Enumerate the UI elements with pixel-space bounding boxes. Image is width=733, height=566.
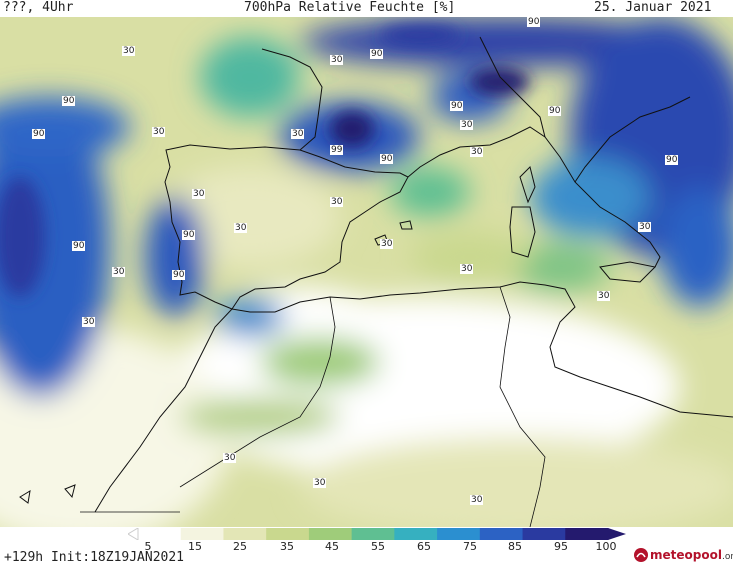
- colorbar-cell: [180, 528, 224, 540]
- isoline-label: 90: [72, 241, 86, 251]
- isoline-label: 30: [223, 453, 237, 463]
- isoline-label: 90: [370, 49, 384, 59]
- isoline-label: 90: [548, 106, 562, 116]
- isoline-label: 30: [470, 147, 484, 157]
- colorbar-tick-label: 45: [325, 540, 339, 553]
- colorbar-cell: [308, 528, 353, 540]
- isoline-label: 90: [182, 230, 196, 240]
- colorbar-tick-label: 65: [417, 540, 431, 553]
- isoline-label: 30: [192, 189, 206, 199]
- colorbar-min-arrow: [128, 528, 139, 540]
- isoline-label: 30: [291, 129, 305, 139]
- model-run-info: +129h Init:18Z19JAN2021: [4, 550, 185, 565]
- colorbar-cell: [565, 528, 609, 540]
- colorbar-cell: [266, 528, 310, 540]
- isoline-label: 30: [112, 267, 126, 277]
- colorbar-cell: [394, 528, 438, 540]
- isoline-label: 30: [122, 46, 136, 56]
- isoline-label: 90: [665, 155, 679, 165]
- colorbar-cell: [479, 528, 524, 540]
- colorbar: [128, 528, 626, 540]
- map-title: 700hPa Relative Feuchte [%]: [244, 0, 456, 15]
- isoline-label: 30: [152, 127, 166, 137]
- meteopool-logo-icon[interactable]: [633, 546, 729, 564]
- humidity-map: [0, 17, 733, 527]
- isoline-label: 90: [172, 270, 186, 280]
- colorbar-tick-label: 75: [463, 540, 477, 553]
- colorbar-cell: [437, 528, 481, 540]
- colorbar-cell: [223, 528, 267, 540]
- isoline-label: 30: [470, 495, 484, 505]
- colorbar-cell: [351, 528, 395, 540]
- isoline-label: 30: [460, 120, 474, 130]
- colorbar-tick-label: 5: [144, 540, 152, 553]
- isoline-label: 90: [527, 17, 541, 27]
- colorbar-tick-label: 35: [280, 540, 294, 553]
- isoline-label: 30: [460, 264, 474, 274]
- isoline-label: 30: [638, 222, 652, 232]
- coastlines: [19, 36, 733, 527]
- isoline-label: 90: [62, 96, 76, 106]
- isoline-label: 30: [234, 223, 248, 233]
- header-time-label: ???, 4Uhr: [3, 0, 74, 15]
- colorbar-tick-label: 25: [233, 540, 247, 553]
- humidity-field: [0, 17, 733, 527]
- colorbar-tick-label: 55: [371, 540, 385, 553]
- isoline-label: 90: [450, 101, 464, 111]
- isoline-label: 90: [32, 129, 46, 139]
- colorbar-cell: [522, 528, 566, 540]
- header-date: 25. Januar 2021: [594, 0, 712, 15]
- meteopool-logo-text[interactable]: meteopool.org: [650, 548, 733, 562]
- isoline-label: 99: [330, 145, 344, 155]
- colorbar-cell: [138, 528, 182, 540]
- colorbar-max-arrow: [608, 528, 626, 540]
- colorbar-tick-label: 15: [188, 540, 202, 553]
- isoline-label: 30: [82, 317, 96, 327]
- isoline-label: 30: [330, 197, 344, 207]
- isoline-label: 30: [313, 478, 327, 488]
- isoline-label: 90: [380, 154, 394, 164]
- isoline-label: 30: [330, 55, 344, 65]
- colorbar-tick-label: 100: [595, 540, 617, 553]
- isoline-label: 30: [597, 291, 611, 301]
- colorbar-tick-label: 95: [554, 540, 568, 553]
- colorbar-tick-label: 85: [508, 540, 522, 553]
- isoline-label: 30: [380, 239, 394, 249]
